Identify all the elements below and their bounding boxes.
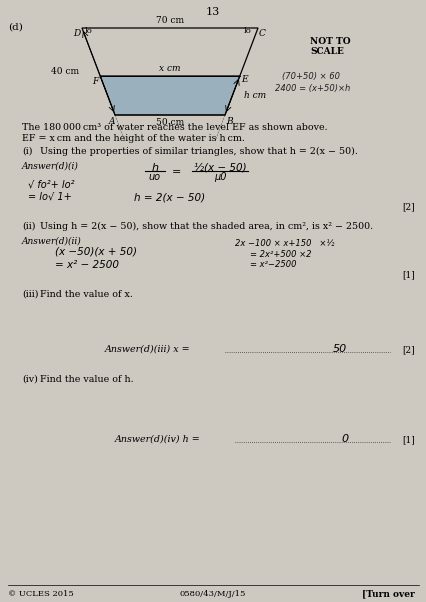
Text: C: C [259, 29, 265, 38]
Text: Answer(d)(i): Answer(d)(i) [22, 162, 79, 171]
Text: μ0: μ0 [213, 172, 226, 182]
Text: Find the value of x.: Find the value of x. [40, 290, 132, 299]
Text: h cm: h cm [243, 91, 265, 100]
Text: B: B [225, 117, 232, 126]
Text: lo: lo [243, 27, 251, 35]
Text: [2]: [2] [401, 202, 414, 211]
Text: x cm: x cm [159, 64, 180, 73]
Text: [1]: [1] [401, 270, 414, 279]
Text: D: D [72, 29, 80, 38]
Text: The 180 000 cm³ of water reaches the level EF as shown above.: The 180 000 cm³ of water reaches the lev… [22, 123, 327, 132]
Text: 50: 50 [332, 344, 346, 354]
Text: ½(x − 50): ½(x − 50) [193, 163, 246, 173]
Text: SCALE: SCALE [309, 47, 343, 56]
Text: (x −50)(x + 50): (x −50)(x + 50) [55, 247, 137, 257]
Text: © UCLES 2015: © UCLES 2015 [8, 590, 74, 598]
Text: 2400 = (x+50)×h: 2400 = (x+50)×h [274, 84, 349, 93]
Text: Answer(d)(iv) h =: Answer(d)(iv) h = [115, 435, 200, 444]
Text: 0580/43/M/J/15: 0580/43/M/J/15 [179, 590, 246, 598]
Text: = x² − 2500: = x² − 2500 [55, 260, 119, 270]
Text: EF = x cm and the height of the water is h cm.: EF = x cm and the height of the water is… [22, 134, 244, 143]
Text: uo: uo [149, 172, 161, 182]
Text: 0: 0 [341, 434, 348, 444]
Text: = lo√ 1+: = lo√ 1+ [28, 192, 72, 202]
Text: E: E [240, 75, 247, 84]
Text: Answer(d)(iii) x =: Answer(d)(iii) x = [105, 345, 190, 354]
Text: (iv): (iv) [22, 375, 38, 384]
Text: (i): (i) [22, 147, 32, 156]
Text: √ fo²+ lo²: √ fo²+ lo² [28, 180, 74, 190]
Text: 50 cm: 50 cm [155, 118, 184, 127]
Text: F: F [92, 77, 98, 86]
Text: 70 cm: 70 cm [155, 16, 184, 25]
Text: Answer(d)(ii): Answer(d)(ii) [22, 237, 81, 246]
Text: (70+50) × 60: (70+50) × 60 [281, 72, 339, 81]
Text: NOT TO: NOT TO [309, 37, 350, 46]
Text: 40 cm: 40 cm [51, 67, 79, 76]
Text: 13: 13 [205, 7, 220, 17]
Text: h: h [151, 163, 158, 173]
Text: [1]: [1] [401, 435, 414, 444]
Text: A: A [108, 117, 115, 126]
Polygon shape [100, 76, 239, 115]
Text: Using h = 2(x − 50), show that the shaded area, in cm², is x² − 2500.: Using h = 2(x − 50), show that the shade… [40, 222, 372, 231]
Text: h = 2(x − 50): h = 2(x − 50) [134, 192, 205, 202]
Text: [2]: [2] [401, 345, 414, 354]
Text: Find the value of h.: Find the value of h. [40, 375, 133, 384]
Text: = 2x²+500 ×2: = 2x²+500 ×2 [249, 250, 311, 259]
Text: [Turn over: [Turn over [361, 589, 414, 598]
Text: (ii): (ii) [22, 222, 35, 231]
Text: lo: lo [85, 27, 92, 35]
Text: (iii): (iii) [22, 290, 38, 299]
Text: 2x −100 × x+150   ×½: 2x −100 × x+150 ×½ [234, 239, 334, 248]
Text: (d): (d) [8, 23, 23, 32]
Text: = x²−2500: = x²−2500 [249, 260, 296, 269]
Text: =: = [172, 167, 181, 177]
Text: Using the properties of similar triangles, show that h = 2(x − 50).: Using the properties of similar triangle… [40, 147, 357, 156]
